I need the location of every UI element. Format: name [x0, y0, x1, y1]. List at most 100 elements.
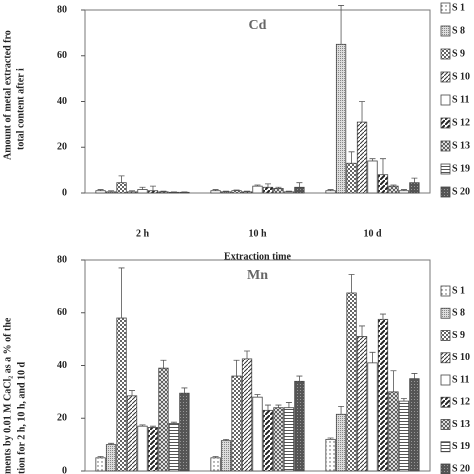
legend-swatch — [440, 94, 451, 106]
chart-title: Mn — [247, 268, 268, 283]
legend-label: S 13 — [452, 419, 470, 430]
error-bar — [338, 5, 345, 45]
error-bar — [348, 274, 355, 293]
bar — [294, 380, 305, 472]
error-bar — [223, 190, 230, 192]
bar — [241, 191, 253, 194]
legend-label: S 9 — [452, 330, 465, 341]
bar — [95, 190, 106, 194]
legend-swatch — [440, 330, 451, 341]
y-tick-label: 0 — [62, 187, 67, 198]
error-bar — [264, 183, 271, 188]
legend-label: S 13 — [452, 140, 470, 151]
error-bar — [379, 313, 386, 320]
error-bar — [118, 175, 125, 183]
error-bar — [97, 456, 104, 458]
x-tick-label: 2 h — [136, 228, 150, 239]
error-bar — [160, 359, 167, 369]
bar — [168, 191, 180, 194]
error-bar — [223, 438, 230, 441]
bar — [210, 457, 221, 472]
legend-swatch — [440, 285, 451, 297]
y-tick-label: 80 — [57, 4, 67, 15]
bar — [325, 190, 336, 194]
error-bar — [359, 101, 366, 123]
bar — [398, 190, 410, 194]
bar — [116, 317, 127, 472]
legend-label: S 20 — [452, 463, 470, 474]
error-bar — [170, 421, 177, 424]
bar — [147, 190, 159, 194]
x-axis-title: Extraction time — [224, 251, 291, 262]
error-bar — [327, 437, 334, 440]
legend-swatch — [440, 463, 451, 474]
legend-swatch — [440, 25, 451, 37]
legend-swatch — [440, 48, 451, 60]
bar — [398, 400, 410, 472]
bar — [409, 378, 420, 472]
error-bar — [139, 424, 146, 427]
error-bar — [275, 404, 282, 408]
legend-swatch — [440, 186, 451, 198]
legend-label: S 8 — [452, 308, 465, 319]
bar — [356, 336, 368, 472]
y-tick-label: 60 — [57, 50, 67, 61]
y-axis-title: tion for 2 h, 10 h, and 10 d — [16, 361, 27, 474]
bar — [126, 191, 138, 194]
legend-swatch — [440, 140, 451, 152]
bar — [346, 162, 357, 194]
error-bar — [275, 186, 282, 189]
legend-swatch — [440, 2, 451, 14]
bar — [325, 438, 336, 472]
error-bar — [212, 189, 219, 191]
y-tick-label: 0 — [62, 465, 67, 474]
error-bar — [244, 190, 251, 192]
error-bar — [285, 402, 292, 408]
x-tick-label: 10 d — [363, 228, 382, 239]
error-bar — [108, 442, 115, 445]
error-bar — [129, 190, 136, 192]
bar — [252, 185, 263, 194]
legend-swatch — [440, 441, 451, 453]
bar — [231, 190, 242, 194]
y-tick-label: 40 — [57, 96, 67, 107]
error-bar — [160, 190, 167, 192]
bar — [409, 182, 420, 194]
legend-label: S 19 — [452, 441, 470, 452]
bar — [283, 191, 295, 194]
legend-label: S 12 — [452, 397, 470, 408]
bar — [168, 423, 180, 472]
bar — [273, 407, 284, 472]
bar — [210, 190, 221, 194]
chart-title: Cd — [249, 18, 267, 33]
error-bar — [212, 456, 219, 458]
legend-swatch — [440, 117, 451, 129]
error-bar — [108, 190, 115, 192]
bar — [335, 43, 347, 194]
error-bar — [296, 182, 303, 188]
legend-label: S 8 — [452, 25, 465, 36]
y-axis-title: total content after i — [15, 68, 26, 150]
error-bar — [233, 359, 240, 377]
bar — [335, 413, 347, 472]
legend-label: S 19 — [452, 163, 470, 174]
legend-label: S 10 — [452, 352, 470, 363]
error-bar — [379, 158, 386, 175]
plot-frame — [84, 9, 431, 194]
legend-swatch — [440, 352, 451, 364]
legend-label: S 1 — [452, 2, 465, 13]
bar — [356, 121, 368, 194]
legend-swatch — [440, 307, 451, 319]
bar — [241, 358, 253, 472]
error-bar — [244, 350, 251, 359]
y-tick-label: 80 — [57, 254, 67, 265]
error-bar — [149, 425, 156, 428]
error-bar — [139, 186, 146, 190]
bar — [388, 185, 399, 194]
error-bar — [369, 158, 376, 161]
bar — [126, 395, 138, 472]
error-bar — [348, 151, 355, 164]
error-bar — [390, 370, 397, 392]
bar — [231, 375, 242, 472]
